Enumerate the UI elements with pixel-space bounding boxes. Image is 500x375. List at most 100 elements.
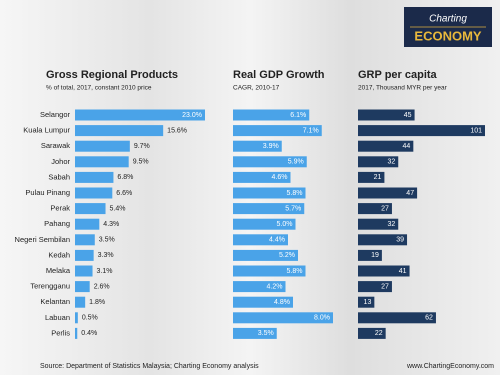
value-label: 5.4% xyxy=(110,205,126,212)
panel-subtitle: CAGR, 2010-17 xyxy=(233,85,280,92)
bar xyxy=(75,218,100,230)
value-label: 44 xyxy=(403,143,411,150)
bar xyxy=(75,156,129,168)
value-label: 22 xyxy=(375,330,383,337)
value-label: 19 xyxy=(371,252,379,259)
bar xyxy=(233,234,288,246)
source: Source: Department of Statistics Malaysi… xyxy=(40,363,259,370)
panel-subtitle: % of total, 2017, constant 2010 price xyxy=(46,85,152,92)
logo: Charting ECONOMY xyxy=(404,7,492,47)
bar xyxy=(358,218,399,230)
value-label: 13 xyxy=(364,299,372,306)
value-label: 5.9% xyxy=(288,159,304,166)
bar xyxy=(233,312,333,324)
bar xyxy=(233,187,306,199)
value-label: 9.5% xyxy=(133,159,149,166)
bar xyxy=(358,140,414,152)
value-label: 27 xyxy=(381,205,389,212)
bar xyxy=(75,109,205,121)
category-label: Melaka xyxy=(46,266,71,275)
value-label: 6.1% xyxy=(290,112,306,119)
value-label: 8.0% xyxy=(314,315,330,322)
value-label: 21 xyxy=(374,174,382,181)
bar xyxy=(358,125,485,137)
bar xyxy=(75,187,113,199)
bar xyxy=(75,296,86,308)
bar xyxy=(358,249,382,261)
value-label: 2.6% xyxy=(94,283,110,290)
bar xyxy=(233,281,286,293)
value-label: 0.4% xyxy=(81,330,97,337)
bar xyxy=(75,249,94,261)
value-label: 6.6% xyxy=(116,190,132,197)
value-label: 9.7% xyxy=(134,143,150,150)
value-label: 4.8% xyxy=(274,299,290,306)
bar xyxy=(75,281,90,293)
category-label: Perak xyxy=(50,204,70,213)
panel-title: GRP per capita xyxy=(358,69,438,81)
bar xyxy=(233,218,296,230)
bar xyxy=(233,171,291,183)
value-label: 7.1% xyxy=(303,127,319,134)
category-label: Sarawak xyxy=(41,141,70,150)
panel-subtitle: 2017, Thousand MYR per year xyxy=(358,85,448,92)
bar xyxy=(233,203,305,215)
value-label: 23.0% xyxy=(182,112,202,119)
value-label: 5.8% xyxy=(287,190,303,197)
bar xyxy=(358,203,392,215)
value-label: 45 xyxy=(404,112,412,119)
bar xyxy=(358,327,386,339)
value-label: 3.9% xyxy=(263,143,279,150)
value-label: 4.4% xyxy=(269,237,285,244)
value-label: 41 xyxy=(399,268,407,275)
bar xyxy=(233,249,298,261)
category-label: Johor xyxy=(51,157,70,166)
bar xyxy=(75,125,164,137)
value-label: 15.6% xyxy=(167,127,187,134)
bar xyxy=(358,296,375,308)
value-label: 3.5% xyxy=(99,237,115,244)
bar xyxy=(233,296,293,308)
value-label: 3.5% xyxy=(258,330,274,337)
bar xyxy=(75,234,95,246)
category-label: Perlis xyxy=(51,328,70,337)
value-label: 4.2% xyxy=(267,283,283,290)
panel-title: Gross Regional Products xyxy=(46,69,178,81)
value-label: 32 xyxy=(387,159,395,166)
bar xyxy=(358,281,392,293)
value-label: 39 xyxy=(396,237,404,244)
value-label: 47 xyxy=(406,190,414,197)
bar xyxy=(75,140,130,152)
bar xyxy=(358,187,418,199)
panel-title: Real GDP Growth xyxy=(233,69,325,81)
website: www.ChartingEconomy.com xyxy=(406,363,494,370)
value-label: 62 xyxy=(425,315,433,322)
bar xyxy=(233,327,277,339)
bar xyxy=(75,171,114,183)
value-label: 5.8% xyxy=(287,268,303,275)
value-label: 4.3% xyxy=(103,221,119,228)
category-label: Kelantan xyxy=(40,297,70,306)
value-label: 0.5% xyxy=(82,315,98,322)
bar xyxy=(358,156,399,168)
bar xyxy=(233,125,322,137)
value-label: 4.6% xyxy=(272,174,288,181)
value-label: 5.0% xyxy=(277,221,293,228)
logo-text: ECONOMY xyxy=(414,28,482,43)
value-label: 27 xyxy=(381,283,389,290)
bar xyxy=(233,140,282,152)
category-label: Labuan xyxy=(45,313,70,322)
category-label: Terengganu xyxy=(30,282,70,291)
value-label: 32 xyxy=(387,221,395,228)
value-label: 3.1% xyxy=(97,268,113,275)
category-label: Pulau Pinang xyxy=(25,188,70,197)
category-label: Kedah xyxy=(48,250,70,259)
bar xyxy=(358,312,436,324)
category-label: Sabah xyxy=(48,172,70,181)
bar xyxy=(358,234,408,246)
value-label: 6.8% xyxy=(117,174,133,181)
bar xyxy=(75,327,78,339)
bar xyxy=(358,265,410,277)
bar xyxy=(233,156,307,168)
logo-text: Charting xyxy=(429,14,467,25)
